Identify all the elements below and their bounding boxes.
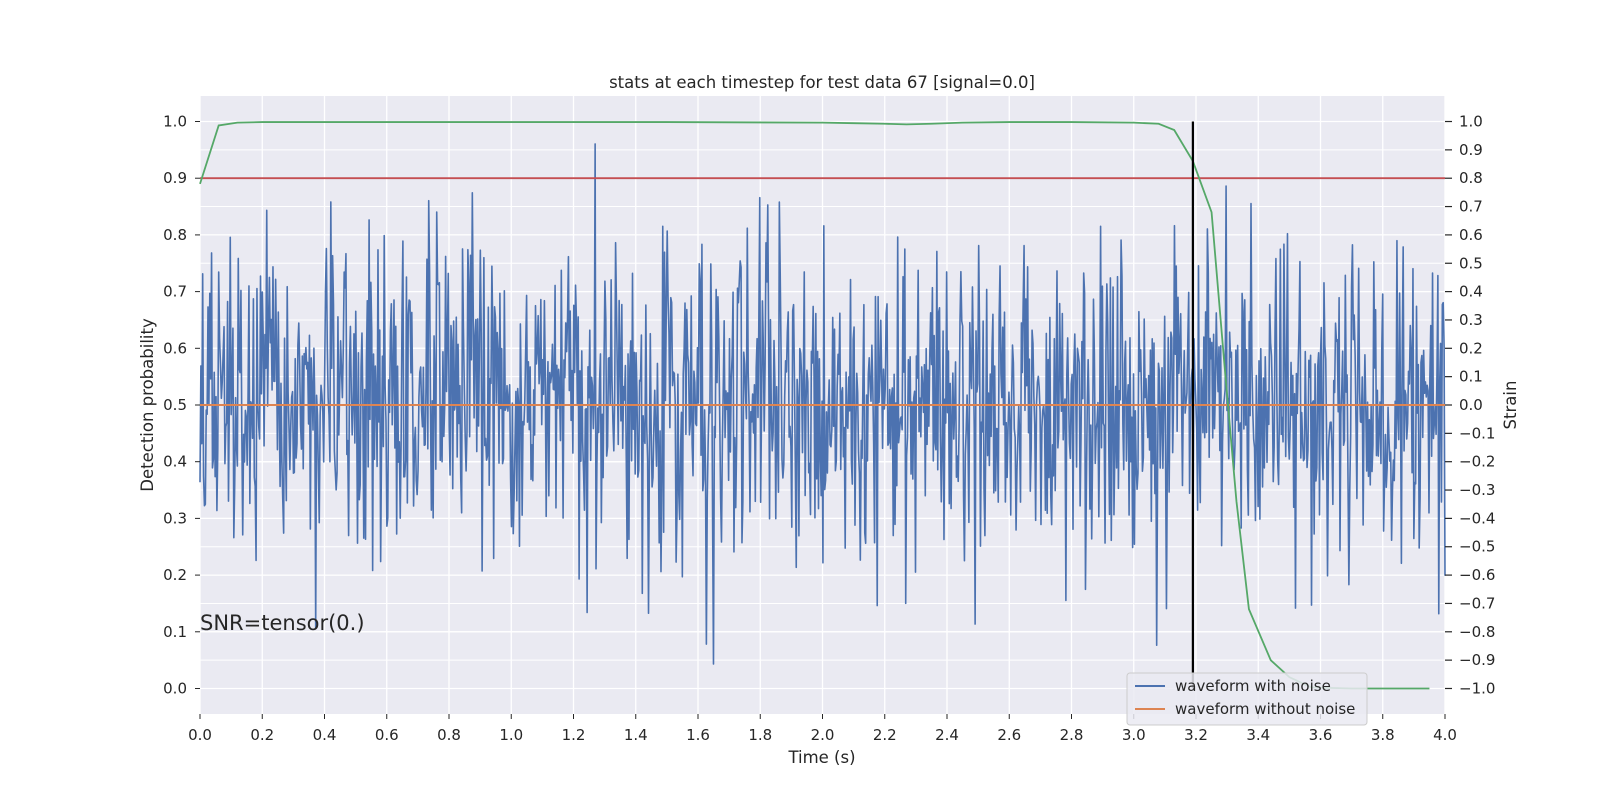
y-tick-label: 0.0 bbox=[163, 679, 187, 697]
y-right-tick-label: 0.8 bbox=[1459, 169, 1483, 187]
y-right-tick-label: −0.6 bbox=[1459, 566, 1495, 584]
y-tick-label: 1.0 bbox=[163, 113, 187, 131]
y-right-tick-label: 0.6 bbox=[1459, 226, 1483, 244]
legend-box bbox=[1126, 672, 1368, 726]
x-tick-label: 3.2 bbox=[1184, 726, 1208, 744]
snr-annotation: SNR=tensor(0.) bbox=[200, 611, 365, 635]
legend-label-clean: waveform without noise bbox=[1175, 700, 1355, 718]
y-tick-label: 0.9 bbox=[163, 169, 187, 187]
x-tick-label: 4.0 bbox=[1433, 726, 1457, 744]
y-right-tick-label: −0.8 bbox=[1459, 623, 1495, 641]
y-tick-label: 0.7 bbox=[163, 283, 187, 301]
y-tick-label: 0.5 bbox=[163, 396, 187, 414]
x-tick-label: 0.0 bbox=[188, 726, 212, 744]
y-right-tick-label: −1.0 bbox=[1459, 679, 1495, 697]
x-tick-label: 3.0 bbox=[1122, 726, 1146, 744]
x-tick-label: 0.6 bbox=[375, 726, 399, 744]
y-tick-label: 0.6 bbox=[163, 339, 187, 357]
x-tick-label: 0.2 bbox=[250, 726, 274, 744]
y-right-tick-label: 0.9 bbox=[1459, 141, 1483, 159]
detection-probability-line bbox=[199, 121, 1430, 690]
legend: waveform with noise waveform without noi… bbox=[1126, 672, 1368, 726]
y-right-tick-label: 0.2 bbox=[1459, 339, 1483, 357]
x-tick-label: 2.4 bbox=[935, 726, 959, 744]
x-tick-label: 2.8 bbox=[1060, 726, 1084, 744]
x-tick-label: 2.6 bbox=[997, 726, 1021, 744]
series-layer bbox=[199, 121, 1446, 690]
x-tick-label: 3.4 bbox=[1246, 726, 1270, 744]
y-right-tick-label: 1.0 bbox=[1459, 113, 1483, 131]
y-right-axis-label: Strain bbox=[1501, 381, 1520, 430]
y-right-tick-label: −0.5 bbox=[1459, 538, 1495, 556]
x-tick-label: 1.2 bbox=[562, 726, 586, 744]
y-right-tick-label: 0.5 bbox=[1459, 254, 1483, 272]
y-right-tick-label: 0.1 bbox=[1459, 368, 1483, 386]
y-axis-label: Detection probability bbox=[138, 318, 157, 492]
x-tick-label: 0.8 bbox=[437, 726, 461, 744]
y-tick-label: 0.3 bbox=[163, 509, 187, 527]
noise-waveform-line bbox=[199, 143, 1446, 665]
x-tick-label: 3.6 bbox=[1309, 726, 1333, 744]
y-right-tick-label: 0.0 bbox=[1459, 396, 1483, 414]
x-axis-label: Time (s) bbox=[787, 748, 855, 767]
y-right-tick-label: −0.7 bbox=[1459, 594, 1495, 612]
y-right-tick-label: −0.2 bbox=[1459, 453, 1495, 471]
y-right-tick-label: −0.3 bbox=[1459, 481, 1495, 499]
y-tick-label: 0.8 bbox=[163, 226, 187, 244]
legend-label-noise: waveform with noise bbox=[1175, 677, 1331, 695]
y-right-tick-label: −0.4 bbox=[1459, 509, 1495, 527]
y-right-tick-label: 0.7 bbox=[1459, 198, 1483, 216]
y-right-tick-label: 0.3 bbox=[1459, 311, 1483, 329]
tick-layer: 0.0 0.2 0.4 0.6 0.8 1.0 1.2 1.4 1.6 1.8 2.0 2.2 2.4 2… bbox=[163, 113, 1495, 744]
x-tick-label: 2.2 bbox=[873, 726, 897, 744]
y-tick-label: 0.4 bbox=[163, 453, 187, 471]
x-tick-label: 0.4 bbox=[313, 726, 337, 744]
y-right-tick-label: 0.4 bbox=[1459, 283, 1483, 301]
x-tick-label: 1.4 bbox=[624, 726, 648, 744]
chart-title: stats at each timestep for test data 67 … bbox=[609, 73, 1035, 92]
y-tick-label: 0.1 bbox=[163, 623, 187, 641]
y-right-tick-label: −0.9 bbox=[1459, 651, 1495, 669]
x-tick-label: 1.0 bbox=[499, 726, 523, 744]
x-tick-label: 2.0 bbox=[811, 726, 835, 744]
x-tick-label: 1.6 bbox=[686, 726, 710, 744]
y-tick-label: 0.2 bbox=[163, 566, 187, 584]
y-right-tick-label: −0.1 bbox=[1459, 424, 1495, 442]
x-tick-label: 3.8 bbox=[1371, 726, 1395, 744]
x-tick-label: 1.8 bbox=[748, 726, 772, 744]
